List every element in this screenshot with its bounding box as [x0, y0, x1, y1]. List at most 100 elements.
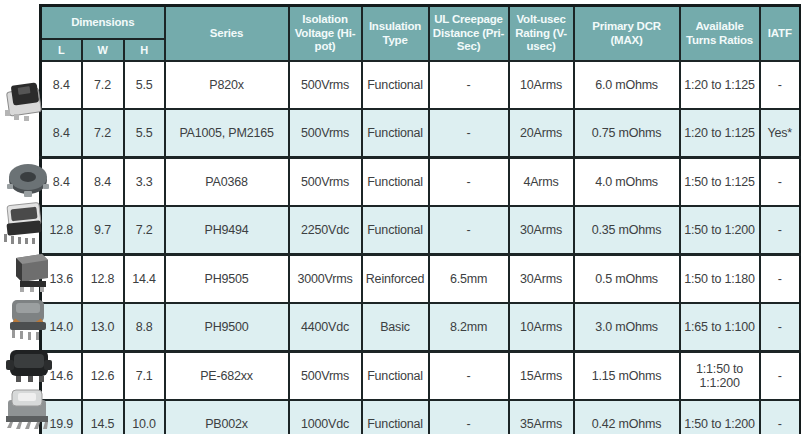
- cell-series: PA1005, PM2165: [165, 109, 289, 158]
- cell-w: 7.2: [82, 61, 124, 109]
- cell-insulation-type: Basic: [362, 303, 429, 352]
- header-turns-ratios: Available Turns Ratios: [680, 6, 760, 62]
- cell-iatf: -: [760, 206, 801, 255]
- cell-w: 14.5: [82, 400, 124, 434]
- cell-turns-ratios: 1:20 to 1:125: [680, 61, 760, 109]
- cell-ul-creepage: -: [429, 352, 509, 401]
- header-series: Series: [165, 6, 289, 62]
- cell-volt-usec: 30Arms: [509, 255, 574, 304]
- cell-iatf: -: [760, 61, 801, 109]
- cell-turns-ratios: 1:50 to 1:125: [680, 158, 760, 207]
- cell-insulation-type: Reinforced: [362, 255, 429, 304]
- cell-primary-dcr: 6.0 mOhms: [574, 61, 680, 109]
- table-row: 8.47.25.5PA1005, PM2165500VrmsFunctional…: [41, 109, 801, 158]
- cell-insulation-type: Functional: [362, 109, 429, 158]
- cell-series: P820x: [165, 61, 289, 109]
- cell-volt-usec: 30Arms: [509, 206, 574, 255]
- table-row: 14.612.67.1PE-682xx500VrmsFunctional-15A…: [41, 352, 801, 401]
- cell-h: 7.1: [124, 352, 165, 401]
- cell-insulation-type: Functional: [362, 400, 429, 434]
- cell-series: PH9505: [165, 255, 289, 304]
- cell-ul-creepage: -: [429, 109, 509, 158]
- cell-iatf: -: [760, 158, 801, 207]
- cell-primary-dcr: 3.0 mOhms: [574, 303, 680, 352]
- header-l: L: [41, 39, 82, 61]
- cell-h: 14.4: [124, 255, 165, 304]
- cell-volt-usec: 20Arms: [509, 109, 574, 158]
- cell-isolation-voltage: 2250Vdc: [289, 206, 362, 255]
- header-volt-usec: Volt-usec Rating (V-usec): [509, 6, 574, 62]
- table-header: Dimensions Series Isolation Voltage (Hi-…: [41, 6, 801, 62]
- cell-primary-dcr: 0.42 mOhms: [574, 400, 680, 434]
- cell-primary-dcr: 4.0 mOhms: [574, 158, 680, 207]
- cell-primary-dcr: 0.35 mOhms: [574, 206, 680, 255]
- cell-isolation-voltage: 500Vrms: [289, 61, 362, 109]
- cell-isolation-voltage: 4400Vdc: [289, 303, 362, 352]
- cell-ul-creepage: 8.2mm: [429, 303, 509, 352]
- cell-volt-usec: 35Arms: [509, 400, 574, 434]
- cell-primary-dcr: 0.5 mOhms: [574, 255, 680, 304]
- transformer-photo-icon: [0, 386, 54, 432]
- product-comparison-table: Dimensions Series Isolation Voltage (Hi-…: [39, 4, 801, 434]
- cell-h: 10.0: [124, 400, 165, 434]
- cell-iatf: -: [760, 303, 801, 352]
- transformer-photo-icon: [4, 342, 54, 386]
- cell-insulation-type: Functional: [362, 352, 429, 401]
- cell-w: 13.0: [82, 303, 124, 352]
- table-row: 13.612.814.4PH95053000VrmsReinforced6.5m…: [41, 255, 801, 304]
- cell-ul-creepage: 6.5mm: [429, 255, 509, 304]
- table-row: 19.914.510.0PB002x1000VdcFunctional-35Ar…: [41, 400, 801, 434]
- cell-h: 7.2: [124, 206, 165, 255]
- cell-turns-ratios: 1:20 to 1:125: [680, 109, 760, 158]
- cell-isolation-voltage: 1000Vdc: [289, 400, 362, 434]
- cell-h: 3.3: [124, 158, 165, 207]
- cell-iatf: -: [760, 255, 801, 304]
- cell-h: 5.5: [124, 61, 165, 109]
- cell-isolation-voltage: 500Vrms: [289, 352, 362, 401]
- transformer-photo-icon: [2, 76, 48, 122]
- table-row: 12.89.77.2PH94942250VdcFunctional-30Arms…: [41, 206, 801, 255]
- header-w: W: [82, 39, 124, 61]
- header-row-top: Dimensions Series Isolation Voltage (Hi-…: [41, 6, 801, 40]
- cell-h: 5.5: [124, 109, 165, 158]
- cell-ul-creepage: -: [429, 61, 509, 109]
- table-row: 8.48.43.3PA0368500VrmsFunctional-4Arms4.…: [41, 158, 801, 207]
- cell-ul-creepage: -: [429, 206, 509, 255]
- cell-series: PH9500: [165, 303, 289, 352]
- table-row: 8.47.25.5P820x500VrmsFunctional-10Arms6.…: [41, 61, 801, 109]
- table-body: 8.47.25.5P820x500VrmsFunctional-10Arms6.…: [41, 61, 801, 434]
- cell-turns-ratios: 1:65 to 1:100: [680, 303, 760, 352]
- header-isolation-voltage: Isolation Voltage (Hi-pot): [289, 6, 362, 62]
- cell-isolation-voltage: 3000Vrms: [289, 255, 362, 304]
- header-iatf: IATF: [760, 6, 801, 62]
- cell-series: PH9494: [165, 206, 289, 255]
- cell-insulation-type: Functional: [362, 61, 429, 109]
- cell-series: PE-682xx: [165, 352, 289, 401]
- cell-turns-ratios: 1:1:50 to 1:1:200: [680, 352, 760, 401]
- cell-w: 8.4: [82, 158, 124, 207]
- cell-w: 7.2: [82, 109, 124, 158]
- header-dimensions: Dimensions: [41, 6, 165, 40]
- cell-volt-usec: 4Arms: [509, 158, 574, 207]
- cell-series: PB002x: [165, 400, 289, 434]
- transformer-photo-icon: [0, 196, 48, 244]
- cell-iatf: -: [760, 352, 801, 401]
- cell-ul-creepage: -: [429, 400, 509, 434]
- cell-w: 9.7: [82, 206, 124, 255]
- cell-insulation-type: Functional: [362, 206, 429, 255]
- cell-volt-usec: 10Arms: [509, 303, 574, 352]
- header-primary-dcr: Primary DCR (MAX): [574, 6, 680, 62]
- cell-iatf: -: [760, 400, 801, 434]
- cell-isolation-voltage: 500Vrms: [289, 109, 362, 158]
- cell-isolation-voltage: 500Vrms: [289, 158, 362, 207]
- cell-primary-dcr: 0.75 mOhms: [574, 109, 680, 158]
- cell-iatf: Yes*: [760, 109, 801, 158]
- cell-w: 12.6: [82, 352, 124, 401]
- transformer-photo-icon: [4, 296, 52, 340]
- cell-turns-ratios: 1:50 to 1:180: [680, 255, 760, 304]
- cell-volt-usec: 15Arms: [509, 352, 574, 401]
- table-row: 14.013.08.8PH95004400VdcBasic8.2mm10Arms…: [41, 303, 801, 352]
- cell-turns-ratios: 1:50 to 1:200: [680, 400, 760, 434]
- cell-w: 12.8: [82, 255, 124, 304]
- cell-turns-ratios: 1:50 to 1:200: [680, 206, 760, 255]
